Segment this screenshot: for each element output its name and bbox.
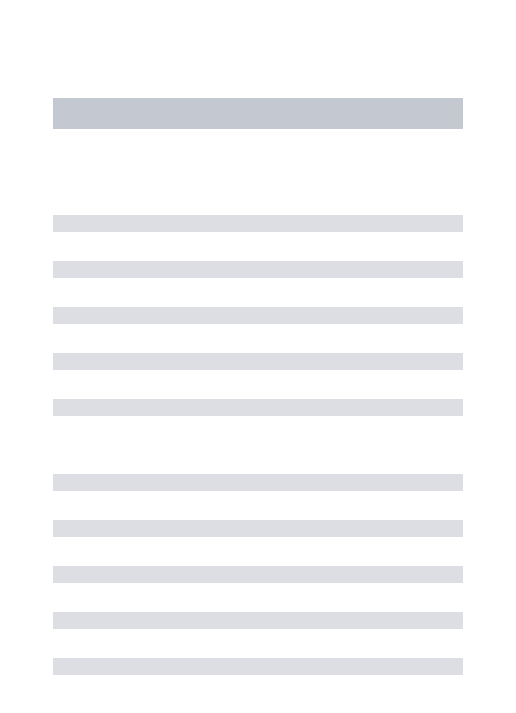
skeleton-line-group-2 [53, 474, 463, 675]
skeleton-line [53, 612, 463, 629]
skeleton-header-bar [53, 98, 463, 129]
skeleton-line [53, 307, 463, 324]
skeleton-line [53, 474, 463, 491]
skeleton-line [53, 566, 463, 583]
skeleton-line [53, 261, 463, 278]
skeleton-spacer [53, 416, 463, 474]
skeleton-line [53, 215, 463, 232]
skeleton-line [53, 658, 463, 675]
skeleton-line [53, 399, 463, 416]
skeleton-line [53, 520, 463, 537]
skeleton-container [53, 0, 463, 675]
skeleton-line-group-1 [53, 215, 463, 416]
skeleton-spacer [53, 129, 463, 215]
skeleton-line [53, 353, 463, 370]
